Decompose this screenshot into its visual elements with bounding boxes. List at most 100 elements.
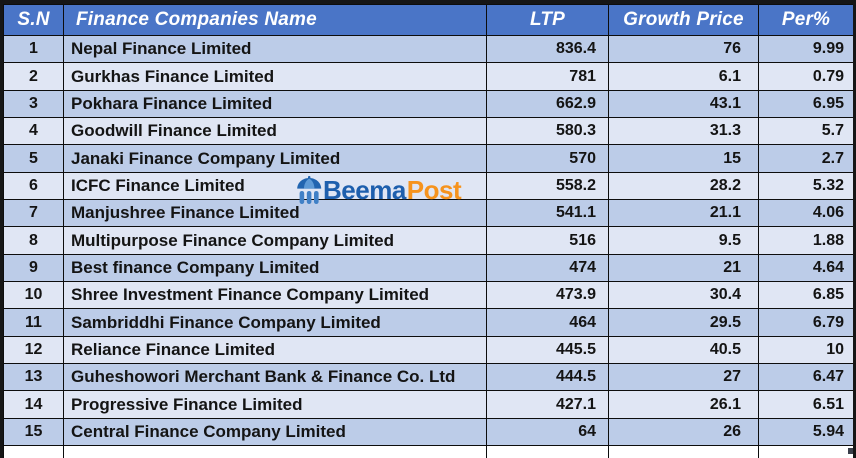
table-row: 4 Goodwill Finance Limited 580.3 31.3 5.… — [3, 117, 853, 146]
cell-ltp: 580.3 — [486, 117, 609, 146]
cell-growth-price: 21 — [608, 253, 759, 283]
empty-cell — [486, 445, 609, 458]
cell-growth-price: 9.5 — [608, 226, 759, 255]
cell-per-percent: 4.06 — [758, 199, 853, 228]
table-row: 6 ICFC Finance Limited 558.2 28.2 5.32 — [3, 171, 853, 201]
cell-ltp: 541.1 — [486, 199, 609, 228]
cell-ltp: 836.4 — [486, 34, 609, 64]
cell-growth-price: 26.1 — [608, 390, 759, 419]
cell-company-name: Multipurpose Finance Company Limited — [63, 226, 487, 255]
cell-sn: 9 — [3, 253, 64, 283]
cell-sn: 13 — [3, 363, 64, 392]
cell-company-name: Central Finance Company Limited — [63, 417, 487, 447]
cell-ltp: 558.2 — [486, 171, 609, 201]
cell-sn: 14 — [3, 390, 64, 419]
cell-growth-price: 26 — [608, 417, 759, 447]
cell-ltp: 444.5 — [486, 363, 609, 392]
cell-per-percent: 6.79 — [758, 308, 853, 337]
cell-growth-price: 28.2 — [608, 171, 759, 201]
table-row: 15 Central Finance Company Limited 64 26… — [3, 417, 853, 447]
header-per-percent: Per% — [758, 4, 853, 36]
table-row: 14 Progressive Finance Limited 427.1 26.… — [3, 390, 853, 419]
cell-ltp: 427.1 — [486, 390, 609, 419]
empty-cell — [63, 445, 487, 458]
table-row: 8 Multipurpose Finance Company Limited 5… — [3, 226, 853, 255]
cell-sn: 7 — [3, 199, 64, 228]
empty-cell — [3, 445, 64, 458]
cell-company-name: Nepal Finance Limited — [63, 34, 487, 64]
cell-per-percent: 0.79 — [758, 62, 853, 91]
cell-per-percent: 1.88 — [758, 226, 853, 255]
cell-per-percent: 2.7 — [758, 144, 853, 173]
cell-company-name: Pokhara Finance Limited — [63, 89, 487, 119]
finance-companies-table: S.N Finance Companies Name LTP Growth Pr… — [3, 4, 853, 458]
cell-growth-price: 27 — [608, 363, 759, 392]
table-row: 12 Reliance Finance Limited 445.5 40.5 1… — [3, 335, 853, 365]
header-row: S.N Finance Companies Name LTP Growth Pr… — [3, 4, 853, 36]
cell-ltp: 464 — [486, 308, 609, 337]
cell-per-percent: 6.51 — [758, 390, 853, 419]
cell-company-name: Sambriddhi Finance Company Limited — [63, 308, 487, 337]
cell-company-name: Goodwill Finance Limited — [63, 117, 487, 146]
cell-growth-price: 15 — [608, 144, 759, 173]
cell-per-percent: 6.47 — [758, 363, 853, 392]
partial-next-row — [3, 445, 853, 458]
empty-cell — [758, 445, 853, 458]
cell-per-percent: 4.64 — [758, 253, 853, 283]
cell-ltp: 474 — [486, 253, 609, 283]
cell-growth-price: 21.1 — [608, 199, 759, 228]
cell-sn: 11 — [3, 308, 64, 337]
cell-company-name: Gurkhas Finance Limited — [63, 62, 487, 91]
cell-sn: 4 — [3, 117, 64, 146]
table-row: 2 Gurkhas Finance Limited 781 6.1 0.79 — [3, 62, 853, 91]
header-company-name: Finance Companies Name — [63, 4, 487, 36]
cell-ltp: 662.9 — [486, 89, 609, 119]
table-row: 3 Pokhara Finance Limited 662.9 43.1 6.9… — [3, 89, 853, 119]
cell-sn: 15 — [3, 417, 64, 447]
cell-company-name: Progressive Finance Limited — [63, 390, 487, 419]
cell-sn: 5 — [3, 144, 64, 173]
cell-company-name: ICFC Finance Limited — [63, 171, 487, 201]
cell-sn: 8 — [3, 226, 64, 255]
cell-per-percent: 5.32 — [758, 171, 853, 201]
empty-cell — [608, 445, 759, 458]
header-growth-price: Growth Price — [608, 4, 759, 36]
header-ltp: LTP — [486, 4, 609, 36]
table-row: 9 Best finance Company Limited 474 21 4.… — [3, 253, 853, 283]
cell-per-percent: 6.85 — [758, 281, 853, 310]
table-row: 13 Guheshowori Merchant Bank & Finance C… — [3, 363, 853, 392]
cell-ltp: 473.9 — [486, 281, 609, 310]
cell-growth-price: 40.5 — [608, 335, 759, 365]
cell-sn: 3 — [3, 89, 64, 119]
cell-company-name: Reliance Finance Limited — [63, 335, 487, 365]
cell-company-name: Guheshowori Merchant Bank & Finance Co. … — [63, 363, 487, 392]
table-row: 10 Shree Investment Finance Company Limi… — [3, 281, 853, 310]
cell-growth-price: 6.1 — [608, 62, 759, 91]
table-row: 11 Sambriddhi Finance Company Limited 46… — [3, 308, 853, 337]
cell-ltp: 781 — [486, 62, 609, 91]
cell-sn: 12 — [3, 335, 64, 365]
cell-per-percent: 6.95 — [758, 89, 853, 119]
cell-ltp: 445.5 — [486, 335, 609, 365]
cell-per-percent: 10 — [758, 335, 853, 365]
cell-per-percent: 5.7 — [758, 117, 853, 146]
cell-ltp: 570 — [486, 144, 609, 173]
cell-ltp: 516 — [486, 226, 609, 255]
header-sn: S.N — [3, 4, 64, 36]
table-row: 5 Janaki Finance Company Limited 570 15 … — [3, 144, 853, 173]
cell-company-name: Manjushree Finance Limited — [63, 199, 487, 228]
cell-growth-price: 76 — [608, 34, 759, 64]
cell-growth-price: 30.4 — [608, 281, 759, 310]
cell-sn: 6 — [3, 171, 64, 201]
cell-company-name: Shree Investment Finance Company Limited — [63, 281, 487, 310]
cell-ltp: 64 — [486, 417, 609, 447]
cell-per-percent: 5.94 — [758, 417, 853, 447]
cell-growth-price: 31.3 — [608, 117, 759, 146]
table-row: 7 Manjushree Finance Limited 541.1 21.1 … — [3, 199, 853, 228]
cell-sn: 2 — [3, 62, 64, 91]
cell-sn: 10 — [3, 281, 64, 310]
selection-fill-handle-icon — [848, 448, 853, 454]
cell-sn: 1 — [3, 34, 64, 64]
cell-growth-price: 29.5 — [608, 308, 759, 337]
